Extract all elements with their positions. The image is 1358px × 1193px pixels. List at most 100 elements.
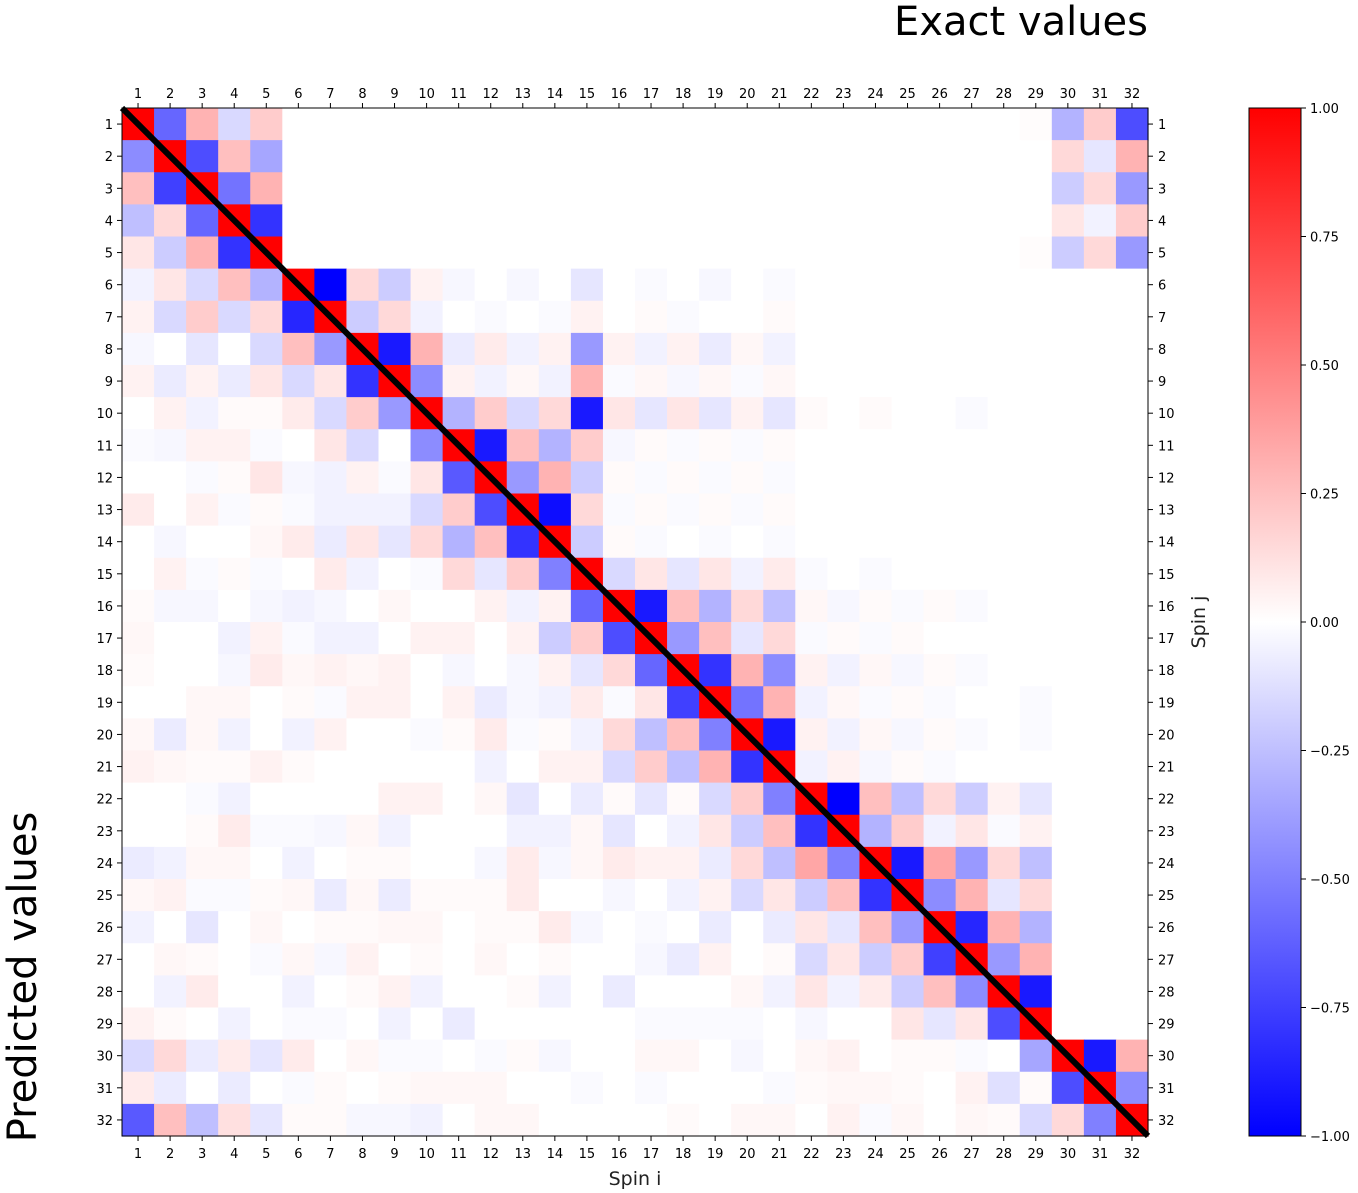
heatmap-cell [1115,172,1149,205]
heatmap-cell [378,750,412,784]
heatmap-cell [186,814,219,848]
heatmap-cell [122,879,155,912]
heatmap-cell [955,686,989,719]
heatmap-cell [346,557,380,591]
heatmap-cell [699,365,732,398]
y-tick-label: 31 [1158,1082,1175,1097]
heatmap-cell [859,172,893,205]
heatmap-cell [282,557,315,591]
heatmap-cell [314,365,348,398]
heatmap-cell [635,846,668,880]
y-tick-label: 5 [105,247,113,262]
heatmap-cell [218,300,251,334]
heatmap-cell [602,686,636,719]
heatmap-cell [891,140,925,173]
heatmap-cell [378,557,412,591]
heatmap-cell [955,429,989,462]
heatmap-cell [250,1103,283,1137]
heatmap-cell [570,140,604,173]
heatmap-cell [827,750,861,784]
heatmap-cell [154,236,187,270]
heatmap-cell [1019,622,1053,655]
heatmap-cell [122,429,155,462]
heatmap-cell [763,943,796,976]
heatmap-cell [1019,718,1053,752]
heatmap-cell [186,589,219,623]
heatmap-cell [378,1103,412,1137]
heatmap-cell [1051,204,1085,238]
heatmap-cell [667,782,700,816]
heatmap-cell [987,622,1021,655]
heatmap-cell [1083,943,1117,976]
heatmap-cell [154,750,187,784]
heatmap-cell [699,1103,732,1137]
x-tick-label: 21 [771,87,788,102]
heatmap-cell [827,654,861,687]
heatmap-cell [923,108,957,141]
heatmap-cell [506,943,540,976]
heatmap-cell [891,236,925,270]
heatmap-cell [474,879,508,912]
heatmap-cell [891,943,925,976]
heatmap-cell [538,654,572,687]
heatmap-cell [538,718,572,752]
heatmap-cell [218,718,251,752]
heatmap-cell [763,525,796,559]
heatmap-cell [955,140,989,173]
heatmap-cell [891,654,925,687]
heatmap-cell [346,493,380,527]
heatmap-cell [538,782,572,816]
heatmap-cell [250,172,283,205]
heatmap-cell [218,172,251,205]
heatmap-cell [314,557,348,591]
heatmap-cell [699,750,732,784]
x-tick-label: 7 [326,1147,334,1162]
heatmap-cell [1051,782,1085,816]
heatmap-cell [506,268,540,302]
heatmap-cell [122,750,155,784]
heatmap-cell [410,622,444,655]
heatmap-cell [154,654,187,687]
heatmap-cell [314,975,348,1009]
y-tick-label: 8 [1158,343,1166,358]
heatmap-cell [827,236,861,270]
heatmap-cell [442,589,476,623]
heatmap-cell [314,879,348,912]
x-tick-label: 32 [1124,87,1141,102]
heatmap-cell [795,172,828,205]
heatmap-cell [635,332,668,366]
heatmap-cell [186,943,219,976]
heatmap-cell [154,525,187,559]
heatmap-cell [282,686,315,719]
y-tick-label: 14 [96,536,113,551]
heatmap-cell [795,525,828,559]
heatmap-cell [410,108,444,141]
heatmap-cell [699,1071,732,1105]
heatmap-cell [346,525,380,559]
heatmap-cell [282,108,315,141]
x-tick-label: 20 [739,1147,756,1162]
heatmap-cell [1115,268,1149,302]
y-tick-label: 2 [1158,150,1166,165]
heatmap-cell [538,943,572,976]
y-tick-label: 1 [105,118,113,133]
heatmap-cell [186,750,219,784]
heatmap-cell [186,525,219,559]
heatmap-cell [667,846,700,880]
heatmap-cell [186,622,219,655]
heatmap-cell [122,943,155,976]
heatmap-cell [891,300,925,334]
colorbar-tick-label: 1.00 [1310,102,1339,117]
y-tick-label: 23 [1158,825,1175,840]
heatmap-cell [250,429,283,462]
heatmap-cell [154,108,187,141]
heatmap-cell [570,493,604,527]
heatmap-cell [987,268,1021,302]
heatmap-cell [1115,846,1149,880]
heatmap-cell [1115,718,1149,752]
heatmap-cell [955,1039,989,1073]
heatmap-cell [218,782,251,816]
heatmap-cell [474,750,508,784]
heatmap-cell [795,429,828,462]
y-tick-label: 20 [1158,728,1175,743]
